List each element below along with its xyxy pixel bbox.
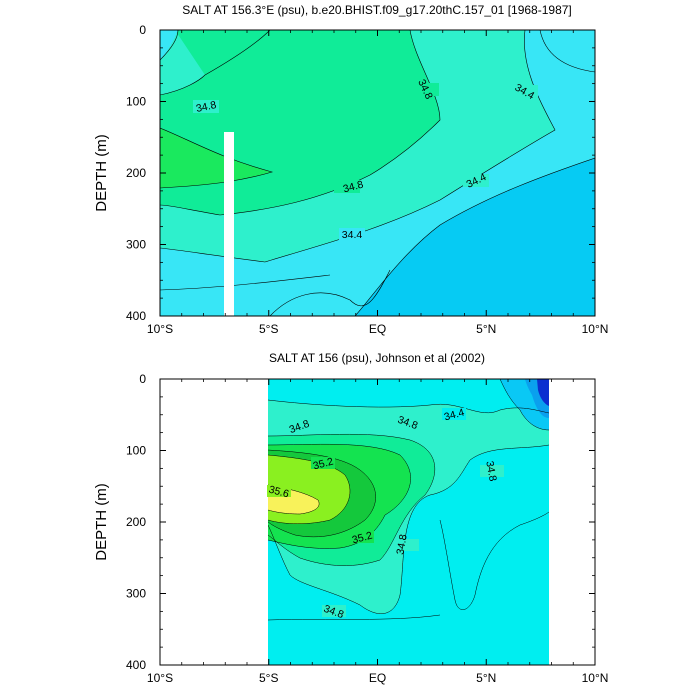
panel1-fill-max (160, 128, 272, 188)
x-tick-label: 10°N (582, 671, 609, 685)
x-tick-label: 5°N (476, 322, 496, 336)
x-tick-label: 5°N (476, 671, 496, 685)
y-tick-label: 0 (139, 23, 146, 37)
x-tick-label: EQ (369, 322, 386, 336)
panel1-fill-low-corner (160, 30, 178, 60)
y-tick-label: 200 (126, 515, 146, 529)
y-tick-label: 400 (126, 658, 146, 672)
panel2-clabel: 34.4 (443, 406, 466, 423)
x-tick-label: 5°S (259, 322, 278, 336)
panel2-fill-fresh-deep (537, 379, 549, 406)
panel-observed: SALT AT 156 (psu), Johnson et al (2002) (93, 351, 608, 685)
x-tick-label: 5°S (259, 671, 278, 685)
panel1-y-axis: 0 100 200 300 400 (126, 23, 595, 323)
panel2-x-axis: 10°S 5°S EQ 5°N 10°N (147, 379, 608, 685)
y-tick-label: 400 (126, 309, 146, 323)
panel2-contour-lines (268, 379, 549, 621)
panel-model: SALT AT 156.3°E (psu), b.e20.BHIST.f09_g… (93, 3, 608, 336)
panel2-clabel: 34.8 (483, 460, 498, 482)
panel2-contour-labels: 34.8 34.8 34.4 35.2 34.8 35.6 35.2 34.8 … (267, 406, 504, 621)
panel1-missing-column (224, 132, 234, 316)
y-tick-label: 300 (126, 238, 146, 252)
y-tick-label: 300 (126, 587, 146, 601)
panel1-x-axis: 10°S 5°S EQ 5°N 10°N (147, 30, 608, 336)
y-tick-label: 100 (126, 95, 146, 109)
x-tick-label: EQ (369, 671, 386, 685)
panel2-clabel: 35.2 (312, 455, 335, 472)
panel2-title: SALT AT 156 (psu), Johnson et al (2002) (269, 351, 485, 365)
panel1-ylabel: DEPTH (m) (93, 134, 110, 212)
panel1-fills (160, 30, 595, 316)
x-tick-label: 10°N (582, 322, 609, 336)
y-tick-label: 100 (126, 444, 146, 458)
panel2-clabel: 35.2 (351, 529, 374, 546)
y-tick-label: 200 (126, 166, 146, 180)
panel2-clabel: 35.6 (267, 484, 290, 501)
panel2-clabel: 34.8 (394, 533, 409, 555)
panel2-ylabel: DEPTH (m) (93, 483, 110, 561)
x-tick-label: 10°S (147, 671, 173, 685)
panel1-title: SALT AT 156.3°E (psu), b.e20.BHIST.f09_g… (182, 3, 572, 17)
x-tick-label: 10°S (147, 322, 173, 336)
panel2-y-axis: 0 100 200 300 400 (126, 372, 595, 672)
panel1-contour-labels: 34.8 34.8 34.8 34.4 34.4 34.4 (193, 78, 538, 241)
y-tick-label: 0 (139, 372, 146, 386)
panel1-clabel: 34.8 (195, 99, 218, 115)
panel1-clabel: 34.8 (342, 178, 365, 195)
panel1-clabel: 34.4 (342, 229, 363, 241)
